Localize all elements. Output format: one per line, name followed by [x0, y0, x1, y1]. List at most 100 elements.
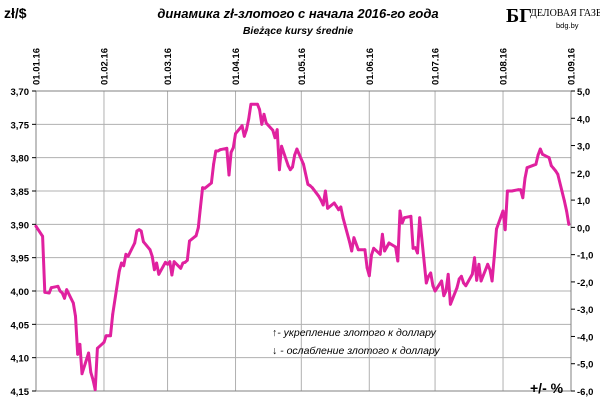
data-point: [172, 260, 176, 264]
data-point: [264, 121, 268, 125]
y-right-tick-label: -3,0: [577, 305, 593, 316]
data-point: [288, 168, 292, 172]
data-point: [41, 234, 44, 238]
x-tick-label: 01.02.16: [99, 48, 110, 85]
data-point: [565, 209, 568, 213]
x-tick-label: 01.03.16: [163, 48, 174, 85]
data-point: [517, 188, 520, 192]
data-point: [501, 209, 505, 213]
data-point: [418, 216, 422, 220]
x-tick-label: 01.08.16: [499, 48, 510, 85]
data-point: [525, 166, 529, 170]
data-point: [319, 198, 323, 202]
data-point: [60, 291, 64, 295]
data-point: [556, 172, 560, 176]
logo-url: bdg.by: [556, 21, 579, 30]
data-point: [396, 259, 400, 263]
data-point: [308, 184, 312, 188]
data-point: [563, 199, 566, 203]
data-point: [442, 294, 446, 298]
data-point: [341, 216, 345, 220]
y-left-axis: 3,70 3,75 3,80 3,85 3,90 3,95 4,00 4,05 4,10 4,15: [11, 87, 36, 398]
data-point: [234, 132, 237, 136]
data-point: [148, 248, 152, 252]
data-point: [302, 162, 305, 166]
y-right-tick-label: 4,0: [577, 114, 590, 125]
data-point: [245, 128, 248, 132]
data-point: [150, 254, 154, 258]
y-right-unit-label: +/- %: [530, 380, 564, 396]
data-point: [433, 289, 437, 293]
data-point: [457, 277, 461, 281]
data-point: [324, 189, 327, 193]
data-point: [510, 189, 514, 193]
data-point: [534, 162, 538, 166]
data-point: [135, 229, 139, 233]
legend-strengthening: ↑- укрепление злотого к доллару: [272, 327, 437, 339]
data-point: [49, 286, 53, 290]
x-tick-label: 01.07.16: [431, 48, 442, 85]
data-point: [488, 268, 492, 272]
data-point: [96, 346, 99, 350]
data-point: [56, 284, 60, 288]
data-point: [490, 279, 494, 283]
data-point: [63, 296, 66, 300]
y-left-tick-label: 3,75: [11, 120, 30, 131]
data-point: [381, 232, 384, 236]
data-point: [400, 221, 404, 225]
data-point: [89, 370, 93, 374]
data-point: [538, 147, 542, 151]
data-point: [352, 236, 356, 240]
data-point: [460, 274, 463, 278]
logo-mark: БГ: [506, 5, 532, 27]
data-point: [521, 196, 525, 200]
data-point: [356, 248, 360, 252]
data-point: [218, 148, 222, 152]
y-left-tick-label: 3,90: [11, 220, 30, 231]
data-point: [444, 289, 448, 293]
x-tick-label: 01.09.16: [567, 48, 578, 85]
data-point: [280, 144, 283, 148]
data-point: [203, 186, 207, 190]
data-point: [455, 286, 459, 290]
data-point: [424, 281, 428, 285]
data-point: [157, 272, 161, 276]
data-point: [107, 334, 110, 338]
data-point: [109, 334, 112, 338]
data-point: [519, 188, 522, 192]
data-point: [508, 189, 511, 193]
data-point: [210, 181, 213, 185]
data-point: [111, 312, 115, 316]
data-point: [229, 150, 233, 154]
data-point: [275, 128, 279, 132]
data-point: [91, 378, 95, 382]
data-point: [102, 340, 106, 344]
chart-subtitle: Bieżące kursy średnie: [243, 25, 353, 37]
data-point: [567, 222, 571, 226]
data-point: [306, 182, 310, 186]
data-point: [446, 272, 450, 276]
data-point: [506, 189, 509, 193]
data-point: [464, 284, 468, 288]
data-point: [348, 240, 351, 244]
chart-title: динамика zł-злотого с начала 2016-го год…: [157, 6, 438, 21]
data-point: [350, 249, 354, 253]
y-right-tick-label: 2,0: [577, 169, 590, 180]
data-point: [117, 269, 121, 273]
data-point: [47, 291, 51, 295]
data-point: [249, 102, 253, 106]
data-point: [166, 262, 170, 266]
data-point: [153, 268, 156, 272]
data-point: [133, 241, 137, 245]
data-point: [260, 122, 264, 126]
data-point: [477, 262, 481, 266]
data-point: [479, 279, 483, 283]
data-point: [34, 224, 38, 228]
data-point: [225, 146, 229, 150]
data-point: [326, 206, 329, 210]
y-left-tick-label: 3,85: [11, 187, 30, 198]
data-point: [58, 289, 62, 293]
data-point: [93, 388, 97, 392]
